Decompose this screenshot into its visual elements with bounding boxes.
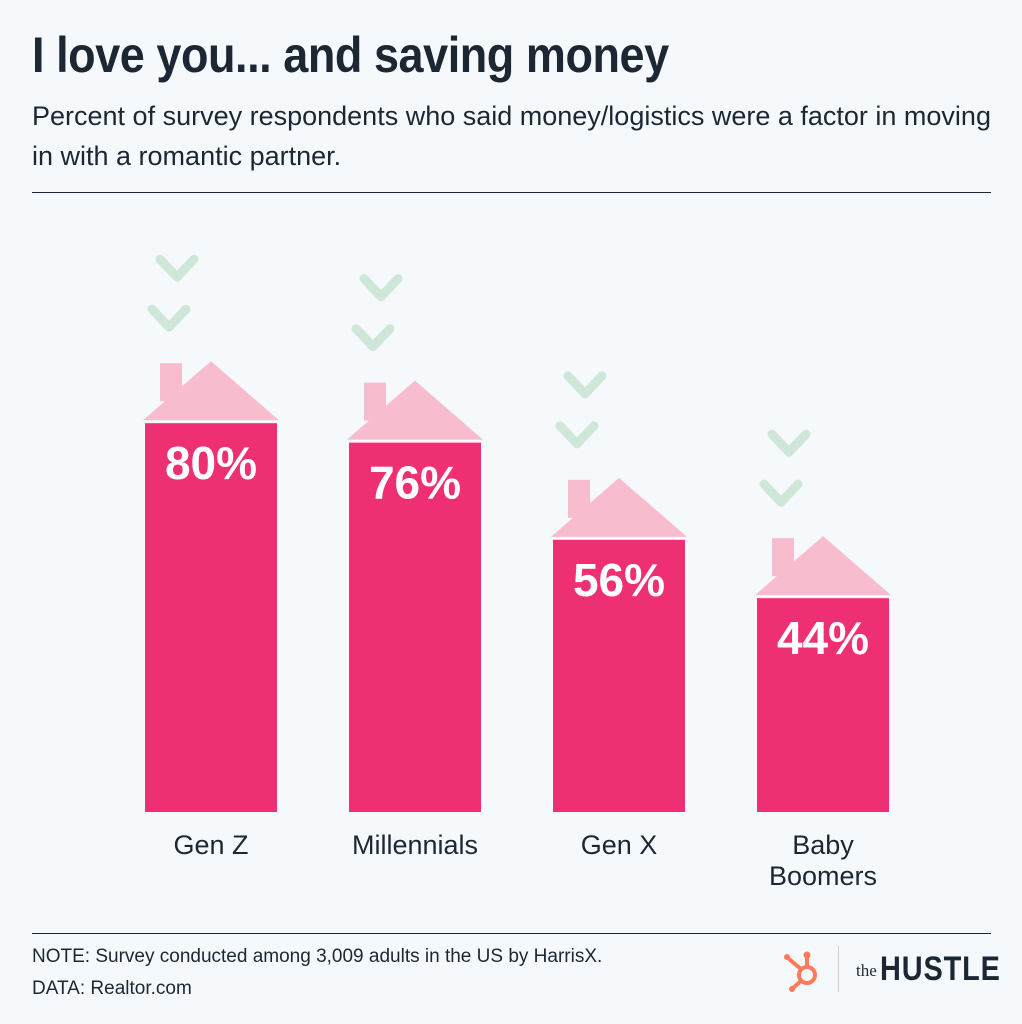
hustle-logo: theHUSTLE [856,950,1022,989]
survey-note: NOTE: Survey conducted among 3,009 adult… [32,946,603,967]
chimney-millennials [364,382,386,421]
top-divider [32,192,991,193]
value-label-millennials: 76% [369,457,461,509]
heart-icon [147,304,191,332]
logo-prefix: the [856,961,877,980]
heart-icon [759,479,803,507]
heart-icon [767,429,811,457]
heart-icon [351,324,395,352]
heart-icon [555,421,599,449]
category-label-millennials: Millennials [352,830,478,860]
logo-name: HUSTLE [879,950,1001,988]
bar-gen-x [553,539,685,812]
chimney-baby-boomers [772,538,794,577]
heart-icon [155,254,199,282]
house-bar-chart: 80% Gen Z 76% Millennials 56% Gen X 44% BabyBoo… [143,254,891,891]
hubspot-sprocket-icon [784,951,817,992]
roof-gen-z [143,361,279,421]
chimney-gen-x [568,479,590,518]
heart-icon [563,371,607,399]
roof-gen-x [551,477,687,537]
bar-millennials [349,442,481,812]
bar-baby-boomers [757,598,889,812]
bottom-divider [32,933,991,934]
heart-icon [359,274,403,302]
chart-subtitle: Percent of survey respondents who said m… [32,101,991,171]
category-label-baby-boomers: Baby [792,830,854,860]
value-label-gen-x: 56% [573,554,665,606]
value-label-baby-boomers: 44% [777,612,869,664]
chart-title: I love you... and saving money [32,27,669,83]
logo-divider [838,946,839,992]
value-label-gen-z: 80% [165,437,257,489]
category-label-gen-z: Gen Z [173,830,248,860]
roof-baby-boomers [755,536,891,596]
chimney-gen-z [160,363,182,402]
data-source: DATA: Realtor.com [32,978,192,999]
category-label-baby-boomers: Boomers [769,861,877,891]
bar-gen-z [145,423,277,812]
roof-millennials [347,380,483,440]
category-label-gen-x: Gen X [581,830,658,860]
